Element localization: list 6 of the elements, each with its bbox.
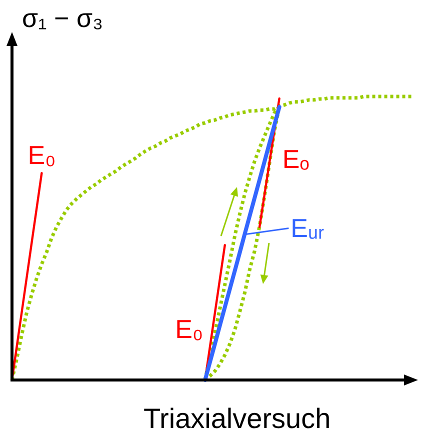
legend-label: Eᵤᵣ bbox=[290, 213, 324, 244]
series-label: E₀ bbox=[175, 314, 204, 344]
y-axis-title: σ₁ − σ₃ bbox=[22, 3, 104, 33]
series-label: Eₒ bbox=[282, 144, 310, 174]
series-label: E₀ bbox=[28, 140, 56, 170]
x-axis-title: Triaxialversuch bbox=[143, 403, 331, 432]
